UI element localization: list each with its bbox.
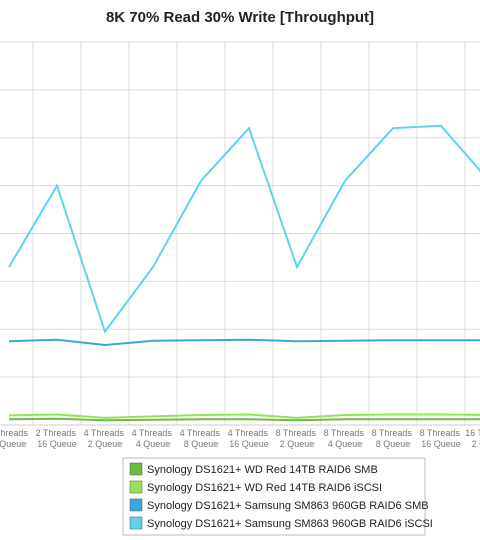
x-tick-label: 8 Threads 2 Queue <box>276 428 319 449</box>
legend-label: Synology DS1621+ Samsung SM863 960GB RAI… <box>147 500 429 512</box>
legend: Synology DS1621+ WD Red 14TB RAID6 SMB Sy… <box>122 457 433 536</box>
series-line <box>8 124 480 334</box>
series-line <box>8 417 480 422</box>
x-tick-label: 16 Threads 2 Queue <box>465 428 480 449</box>
x-tick-label: 4 Threads 16 Queue <box>228 428 271 449</box>
x-tick-label: 4 Threads 2 Queue <box>84 428 127 449</box>
x-tick-label: 2 Threads 8 Queue <box>0 428 30 449</box>
x-tick-label: 8 Threads 8 Queue <box>372 428 415 449</box>
series-line <box>8 338 480 347</box>
legend-label: Synology DS1621+ Samsung SM863 960GB RAI… <box>147 518 433 530</box>
x-tick-label: 4 Threads 8 Queue <box>180 428 223 449</box>
x-tick-label: 2 Threads 16 Queue <box>36 428 79 449</box>
x-tick-label: 8 Threads 4 Queue <box>324 428 367 449</box>
x-tick-label: 8 Threads 16 Queue <box>420 428 463 449</box>
legend-swatch <box>129 498 143 512</box>
legend-swatch <box>129 480 143 494</box>
x-tick-label: 4 Threads 4 Queue <box>132 428 175 449</box>
series-line <box>8 413 480 419</box>
legend-swatch <box>129 462 143 476</box>
legend-box <box>122 457 426 536</box>
legend-label: Synology DS1621+ WD Red 14TB RAID6 iSCSI <box>147 482 382 494</box>
chart-title: 8K 70% Read 30% Write [Throughput] <box>106 9 374 26</box>
legend-swatch <box>129 516 143 530</box>
legend-label: Synology DS1621+ WD Red 14TB RAID6 SMB <box>147 464 378 476</box>
